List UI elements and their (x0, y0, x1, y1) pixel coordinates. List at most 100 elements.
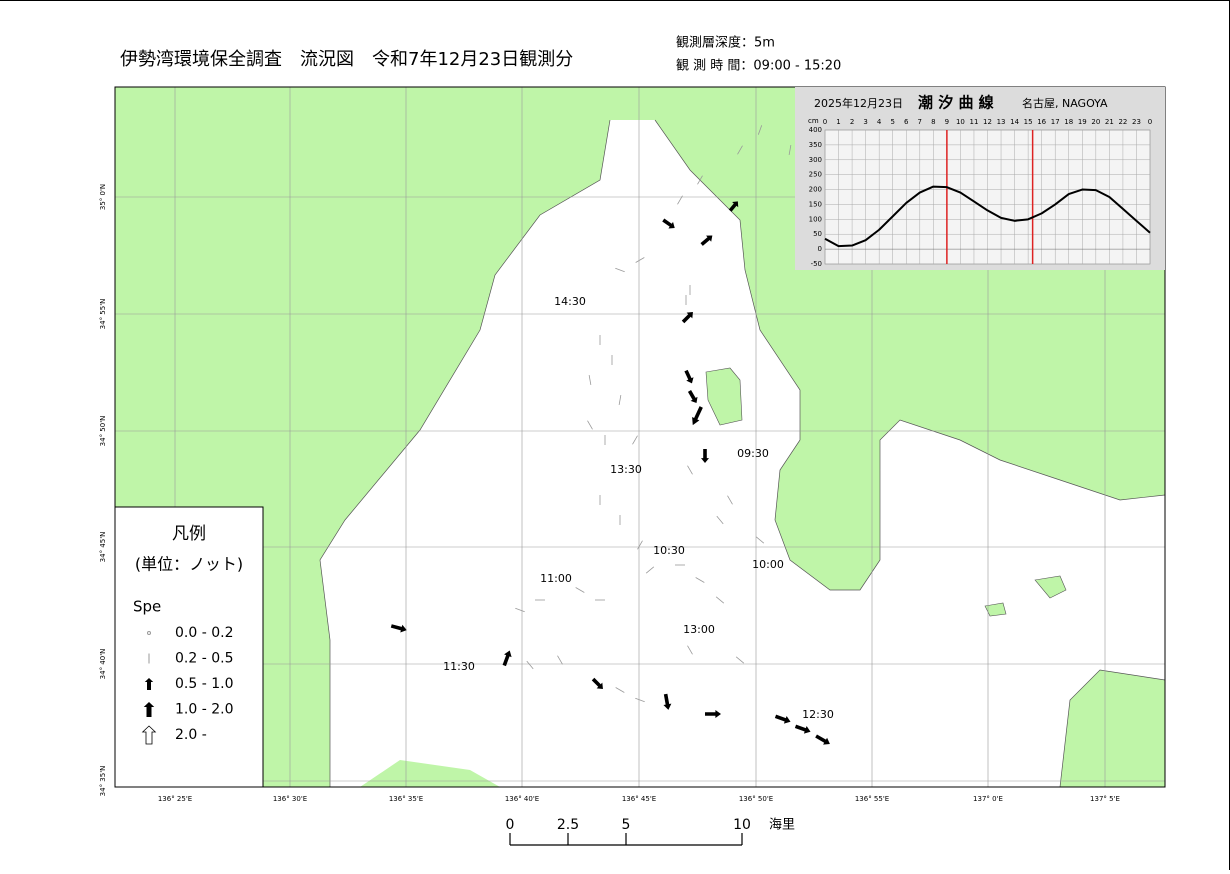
legend-label: 1.0 - 2.0 (175, 702, 233, 718)
current-arrow-small (687, 645, 693, 655)
time-label: 11:00 (540, 572, 572, 585)
current-arrow-small (632, 435, 638, 445)
legend-title: 凡例 (172, 524, 206, 544)
current-arrow-small (727, 495, 733, 505)
tide-x-label: 13 (997, 118, 1006, 126)
current-arrow (684, 369, 694, 384)
water (320, 120, 1165, 787)
tide-x-label: 9 (945, 118, 949, 126)
legend-label: 0.5 - 1.0 (175, 676, 233, 692)
legend-label: 0.0 - 0.2 (175, 625, 233, 641)
tide-x-label: 21 (1105, 118, 1114, 126)
current-arrow (502, 650, 512, 667)
current-arrow-small (575, 587, 585, 593)
current-arrow-small (677, 195, 683, 205)
island (705, 367, 743, 426)
tide-x-label: 20 (1091, 118, 1100, 126)
tide-x-label: 22 (1118, 118, 1127, 126)
time-label: 13:30 (610, 463, 642, 476)
tide-x-label: 11 (969, 118, 978, 126)
current-arrow-small (588, 375, 592, 385)
tide-y-label: 50 (813, 230, 822, 238)
map-frame (114, 86, 1166, 788)
lon-label: 136° 40'E (505, 795, 539, 803)
scale-label: 0 (506, 817, 515, 833)
current-arrow (390, 624, 407, 633)
current-arrow-small (618, 395, 622, 405)
tide-y-label: 400 (809, 126, 822, 134)
tide-y-label: 150 (809, 200, 822, 208)
tide-y-label: -50 (811, 260, 822, 268)
time-label: 11:30 (443, 660, 475, 673)
current-arrow-small (635, 697, 645, 703)
lat-label: 35° 0'N (99, 184, 107, 210)
tide-x-label: 1 (836, 118, 840, 126)
time-label: 09:30 (737, 447, 769, 460)
current-arrow-small (645, 566, 655, 574)
current-arrow (794, 724, 811, 734)
current-arrow (700, 235, 713, 246)
current-arrow-small (755, 536, 765, 544)
time-label: 10:00 (752, 558, 784, 571)
time-label: 10:30 (653, 544, 685, 557)
tide-x-label: 19 (1078, 118, 1087, 126)
tide-x-label: 16 (1037, 118, 1046, 126)
scale-label: 10 (733, 817, 751, 833)
current-arrow (662, 218, 675, 229)
legend-label: 0.2 - 0.5 (175, 651, 233, 667)
lon-label: 136° 45'E (622, 795, 656, 803)
current-arrow (687, 390, 698, 404)
time-label: 14:30 (554, 295, 586, 308)
lat-label: 34° 45'N (99, 532, 107, 563)
tide-y-label: 0 (818, 245, 822, 253)
tide-x-label: 4 (877, 118, 882, 126)
tide-x-label: 2 (850, 118, 854, 126)
lon-label: 136° 55'E (855, 795, 889, 803)
lat-label: 34° 50'N (99, 416, 107, 447)
current-arrow (705, 710, 721, 718)
current-arrow-small (757, 125, 763, 135)
legend: 凡例 (単位：ノット) Spe 0.0 - 0.2 0.2 - 0.5 0.5 - … (114, 506, 264, 788)
legend-unit: (単位：ノット) (135, 555, 243, 574)
current-arrow-small (697, 175, 703, 185)
current-arrow (728, 201, 739, 212)
coastline (319, 119, 611, 787)
title: 伊勢湾環境保全調査 流況図 令和7年12月23日観測分 (120, 49, 573, 70)
depth-info: 観測層深度：5m (676, 35, 775, 51)
time-info: 観 測 時 間：09:00 - 15:20 (676, 59, 841, 74)
lat-label: 34° 40'N (99, 649, 107, 680)
tide-x-label: 10 (956, 118, 965, 126)
current-arrow-small (526, 660, 534, 670)
current-arrow (815, 734, 830, 745)
current-arrow (692, 406, 703, 426)
scale-bar: 0 2.5 5 10 海里 (506, 817, 795, 846)
tide-x-label: 6 (904, 118, 909, 126)
current-arrow-small (687, 465, 693, 475)
current-arrow-small (737, 145, 743, 155)
lon-label: 137° 0'E (973, 795, 1003, 803)
coastline (1059, 669, 1166, 788)
legend-label: 2.0 - (175, 727, 207, 743)
tide-x-label: 17 (1051, 118, 1060, 126)
lon-label: 136° 35'E (389, 795, 423, 803)
tide-y-label: 350 (809, 141, 822, 149)
current-arrow-small (695, 577, 705, 583)
current-arrow-small (615, 267, 625, 273)
current-arrow (591, 677, 603, 689)
tide-x-label: 5 (890, 118, 894, 126)
current-arrow (701, 449, 709, 463)
scale-label: 5 (622, 817, 631, 833)
time-label: 13:00 (683, 623, 715, 636)
lat-label: 34° 35'N (99, 766, 107, 797)
current-arrow-small (615, 687, 625, 693)
legend-symbol (147, 631, 151, 635)
current-arrow (663, 693, 672, 710)
current-arrow (774, 714, 791, 724)
tide-title: 潮 汐 曲 線 (918, 94, 994, 112)
tide-curve (824, 185, 1151, 248)
lon-label: 136° 25'E (158, 795, 192, 803)
tide-x-label: 15 (1024, 118, 1033, 126)
legend-heading: Spe (133, 598, 161, 616)
